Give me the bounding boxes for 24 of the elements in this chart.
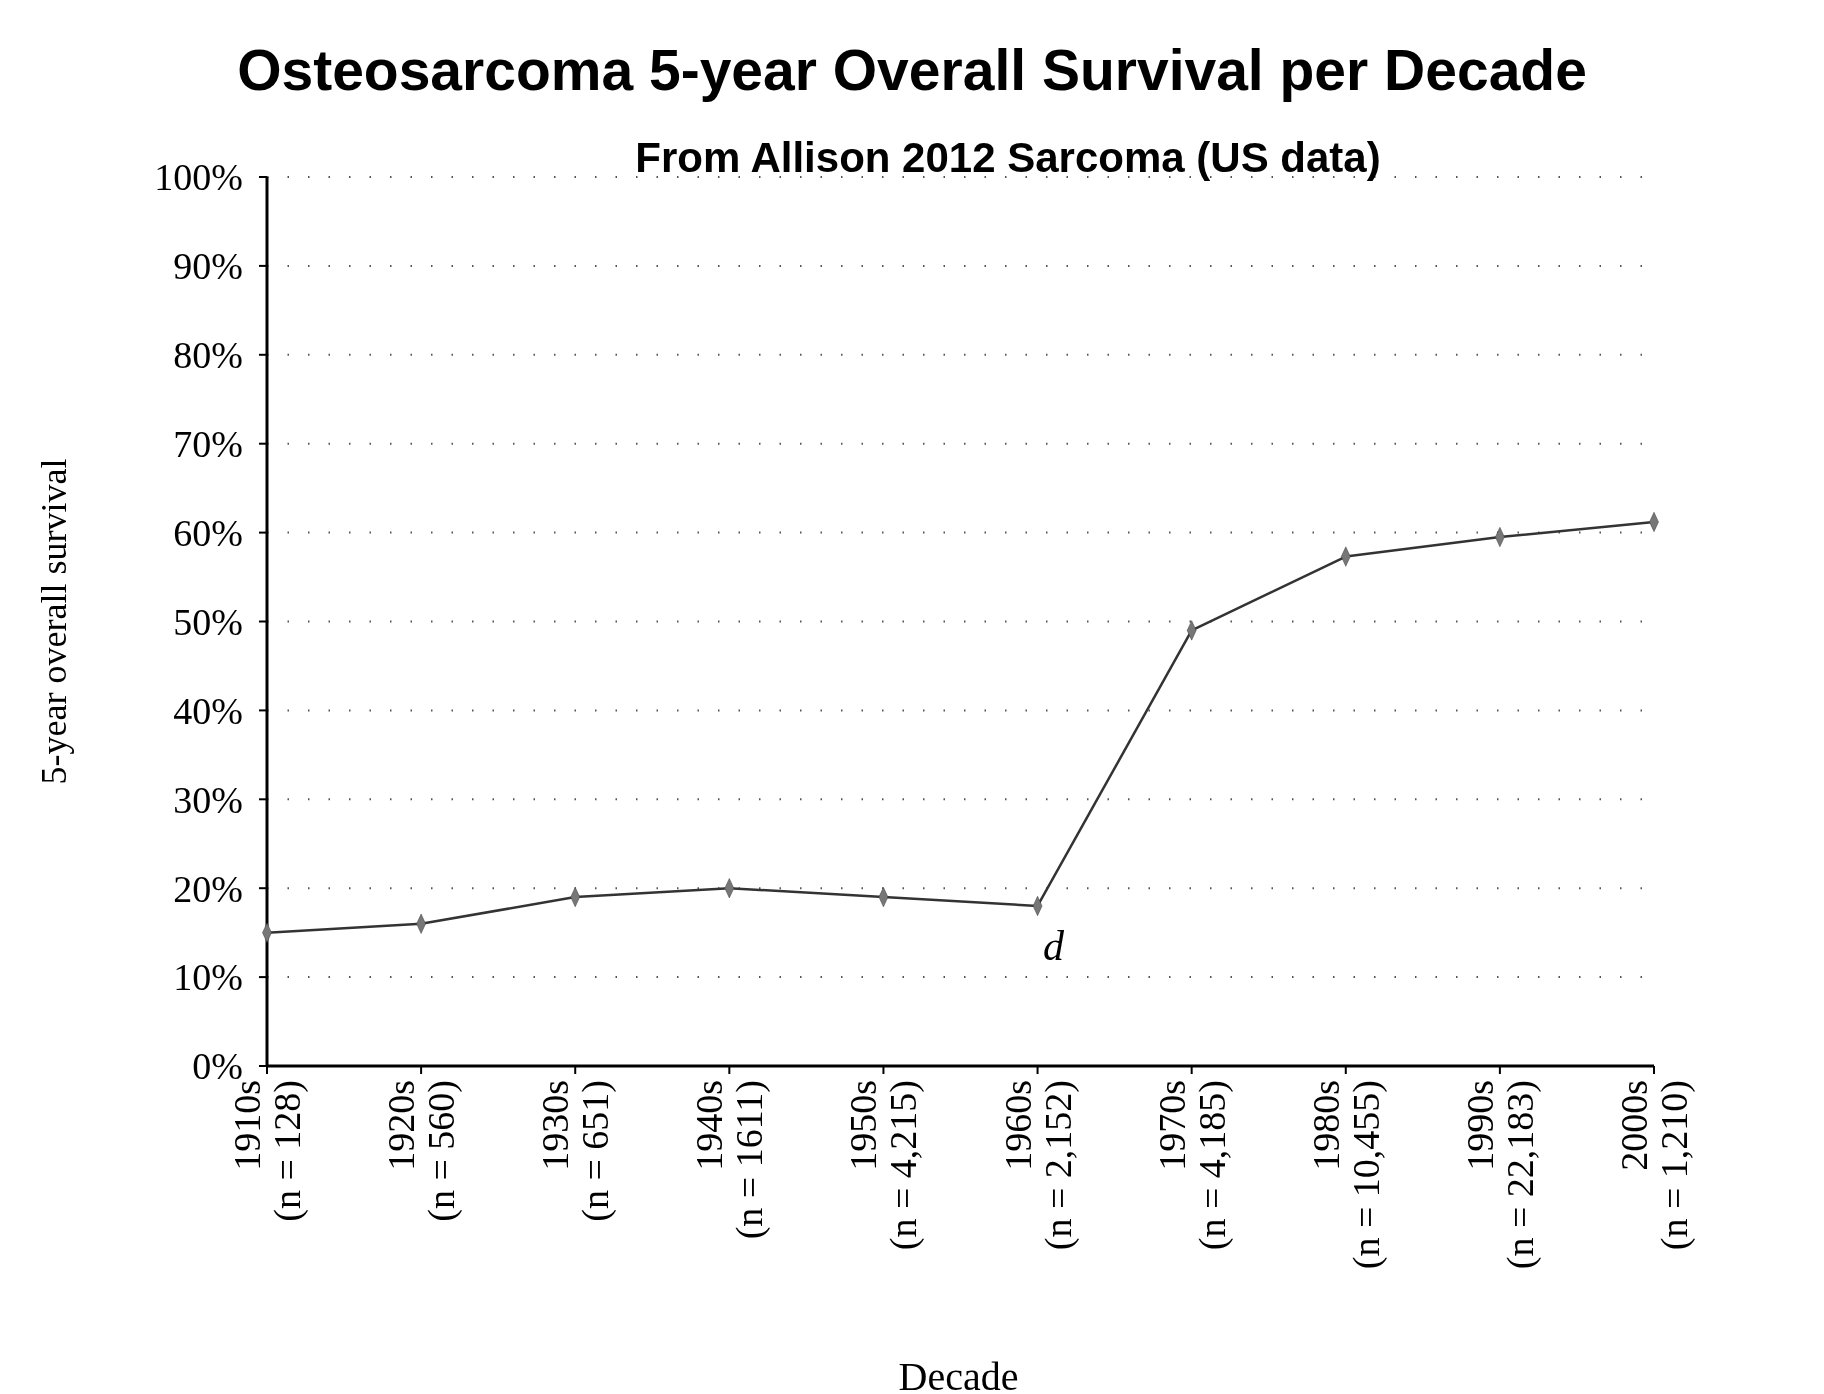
x-tick-label: 1970s (n = 4,185)	[1150, 1080, 1234, 1251]
x-axis-title: Decade	[898, 1354, 1019, 1394]
x-tick-label: 1940s (n = 1611)	[688, 1080, 772, 1240]
y-tick-label: 80%	[173, 334, 243, 377]
x-tick-label: 1990s (n = 22,183)	[1458, 1080, 1542, 1270]
y-axis-title: 5-year overall survival	[34, 458, 74, 785]
x-tick-label: 1960s (n = 2,152)	[996, 1080, 1080, 1251]
chart-title: Osteosarcoma 5-year Overall Survival per Decade	[237, 38, 1587, 102]
y-tick-label: 100%	[154, 156, 243, 199]
y-tick-label: 40%	[173, 689, 243, 732]
x-tick-label: 1930s (n = 651)	[534, 1080, 618, 1222]
y-tick-label: 60%	[173, 511, 243, 554]
annotation: d	[1043, 922, 1066, 969]
x-tick-label: 1950s (n = 4,215)	[842, 1080, 926, 1251]
y-tick-label: 20%	[173, 867, 243, 910]
x-tick-label: 1980s (n = 10,455)	[1304, 1080, 1388, 1270]
y-tick-label: 50%	[173, 600, 243, 643]
y-tick-label: 70%	[173, 423, 243, 465]
x-tick-label: 1920s (n = 560)	[380, 1080, 464, 1222]
x-tick-label: 2000s (n = 1,210)	[1613, 1080, 1696, 1251]
y-tick-label: 90%	[173, 245, 243, 288]
y-tick-label: 10%	[173, 956, 243, 999]
y-tick-label: 30%	[173, 778, 243, 821]
chart-subtitle: From Allison 2012 Sarcoma (US data)	[635, 134, 1381, 181]
